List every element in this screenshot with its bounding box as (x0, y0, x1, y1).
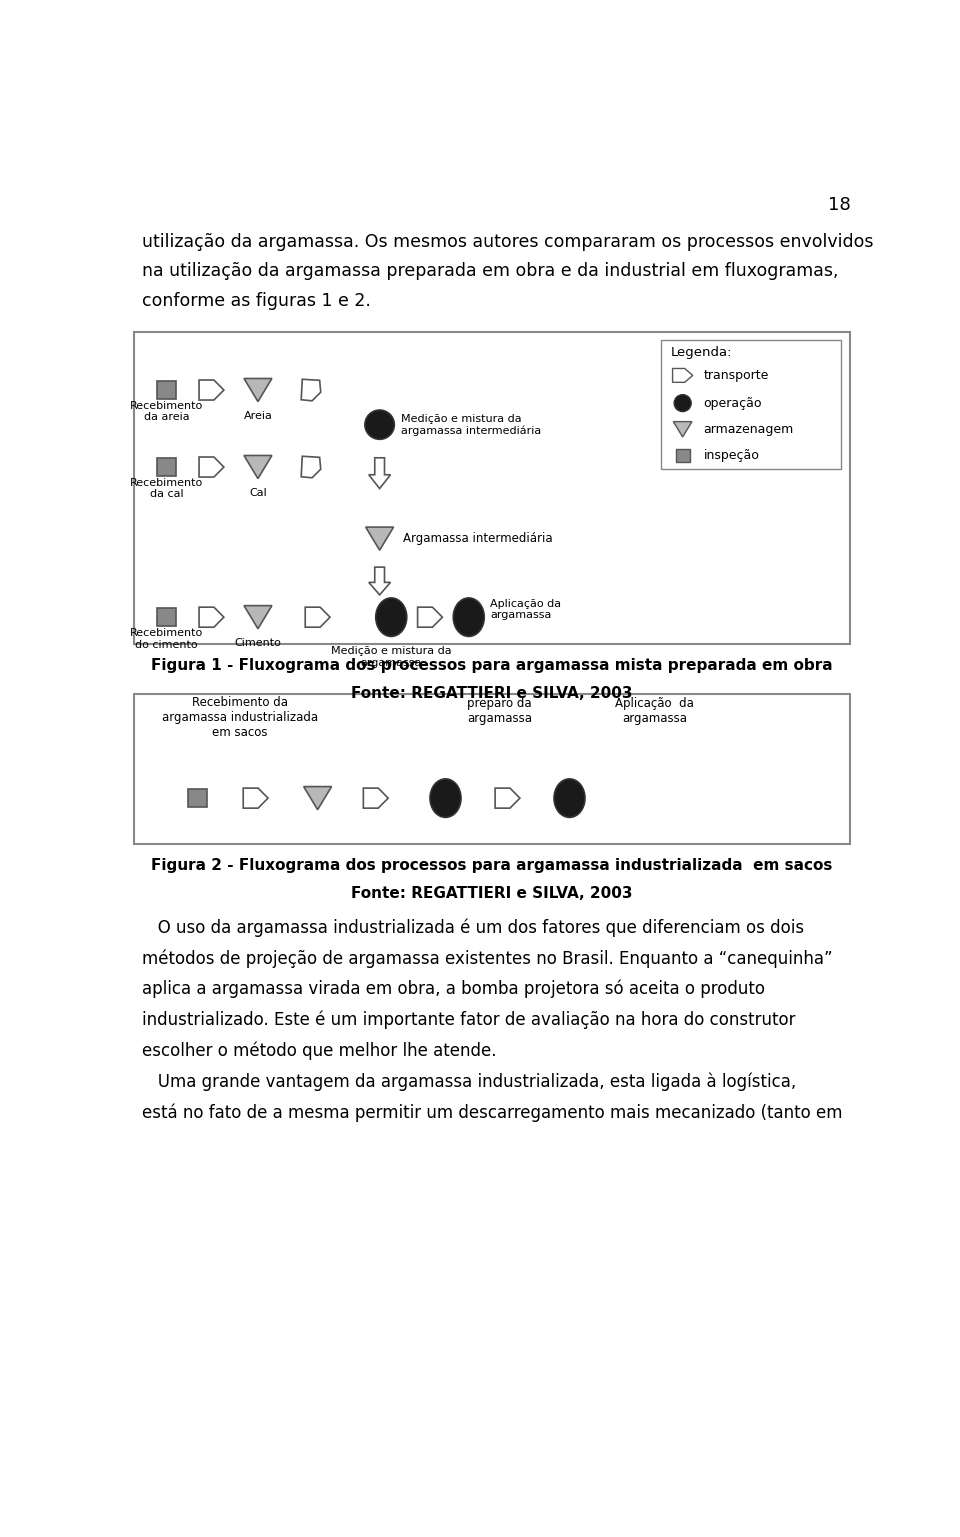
Text: armazenagem: armazenagem (704, 423, 794, 437)
Text: métodos de projeção de argamassa existentes no Brasil. Enquanto a “canequinha”: métodos de projeção de argamassa existen… (142, 948, 832, 967)
Circle shape (674, 395, 691, 412)
Text: Uma grande vantagem da argamassa industrializada, esta ligada à logística,: Uma grande vantagem da argamassa industr… (142, 1073, 796, 1091)
Text: Argamassa intermediária: Argamassa intermediária (403, 532, 553, 546)
Text: escolher o método que melhor lhe atende.: escolher o método que melhor lhe atende. (142, 1042, 496, 1061)
Polygon shape (244, 378, 272, 401)
Polygon shape (369, 458, 391, 489)
Text: operação: operação (704, 397, 762, 410)
Polygon shape (199, 607, 224, 627)
Text: está no fato de a mesma permitir um descarregamento mais mecanizado (tanto em: está no fato de a mesma permitir um desc… (142, 1104, 842, 1122)
Text: Areia: Areia (244, 410, 273, 421)
Text: na utilização da argamassa preparada em obra e da industrial em fluxogramas,: na utilização da argamassa preparada em … (142, 263, 838, 280)
Text: Medição e mistura da
argamassa intermediária: Medição e mistura da argamassa intermedi… (401, 413, 541, 437)
Polygon shape (199, 380, 224, 400)
Text: Fonte: REGATTIERI e SILVA, 2003: Fonte: REGATTIERI e SILVA, 2003 (351, 887, 633, 901)
Text: utilização da argamassa. Os mesmos autores compararam os processos envolvidos: utilização da argamassa. Os mesmos autor… (142, 234, 874, 251)
Circle shape (365, 410, 395, 440)
Text: Figura 1 - Fluxograma dos processos para argamassa mista preparada em obra: Figura 1 - Fluxograma dos processos para… (151, 658, 833, 673)
Text: conforme as figuras 1 e 2.: conforme as figuras 1 e 2. (142, 292, 371, 310)
Text: Medição e mistura da
argamassa: Medição e mistura da argamassa (331, 647, 451, 669)
Text: preparo da
argamassa: preparo da argamassa (468, 698, 532, 725)
Bar (134, 332, 850, 644)
Polygon shape (495, 788, 520, 808)
Text: transporte: transporte (704, 369, 769, 381)
Bar (157, 609, 176, 627)
Text: Recebimento
do cimento: Recebimento do cimento (130, 629, 204, 650)
Text: Aplicação da
argamassa: Aplicação da argamassa (491, 599, 562, 621)
Polygon shape (363, 788, 388, 808)
Ellipse shape (554, 779, 585, 818)
Polygon shape (673, 421, 692, 437)
Text: Legenda:: Legenda: (670, 346, 732, 358)
Bar (157, 381, 176, 400)
Bar (676, 449, 689, 463)
Polygon shape (366, 527, 394, 550)
Text: aplica a argamassa virada em obra, a bomba projetora só aceita o produto: aplica a argamassa virada em obra, a bom… (142, 981, 765, 999)
Ellipse shape (430, 779, 461, 818)
Text: Cal: Cal (249, 487, 267, 498)
Text: Recebimento
da areia: Recebimento da areia (130, 401, 204, 423)
Polygon shape (301, 380, 321, 401)
Bar (157, 458, 176, 476)
Text: inspeção: inspeção (704, 449, 759, 463)
Ellipse shape (375, 598, 407, 636)
Text: industrializado. Este é um importante fator de avaliação na hora do construtor: industrializado. Este é um importante fa… (142, 1011, 795, 1030)
Text: Recebimento
da cal: Recebimento da cal (130, 478, 204, 500)
Text: Cimento: Cimento (234, 638, 281, 649)
Bar (660, 340, 841, 469)
Polygon shape (244, 606, 272, 629)
Bar (188, 788, 206, 807)
Bar (134, 695, 850, 844)
Polygon shape (199, 456, 224, 476)
Ellipse shape (453, 598, 484, 636)
Polygon shape (673, 369, 693, 383)
Polygon shape (303, 787, 331, 810)
Polygon shape (243, 788, 268, 808)
Text: Fonte: REGATTIERI e SILVA, 2003: Fonte: REGATTIERI e SILVA, 2003 (351, 686, 633, 701)
Text: Aplicação  da
argamassa: Aplicação da argamassa (615, 698, 694, 725)
Text: Recebimento da
argamassa industrializada
em sacos: Recebimento da argamassa industrializada… (162, 696, 318, 739)
Polygon shape (418, 607, 443, 627)
Text: 18: 18 (828, 197, 851, 214)
Text: O uso da argamassa industrializada é um dos fatores que diferenciam os dois: O uso da argamassa industrializada é um … (142, 918, 804, 936)
Text: Figura 2 - Fluxograma dos processos para argamassa industrializada  em sacos: Figura 2 - Fluxograma dos processos para… (152, 858, 832, 873)
Polygon shape (369, 567, 391, 595)
Polygon shape (305, 607, 330, 627)
Polygon shape (301, 456, 321, 478)
Polygon shape (244, 455, 272, 478)
